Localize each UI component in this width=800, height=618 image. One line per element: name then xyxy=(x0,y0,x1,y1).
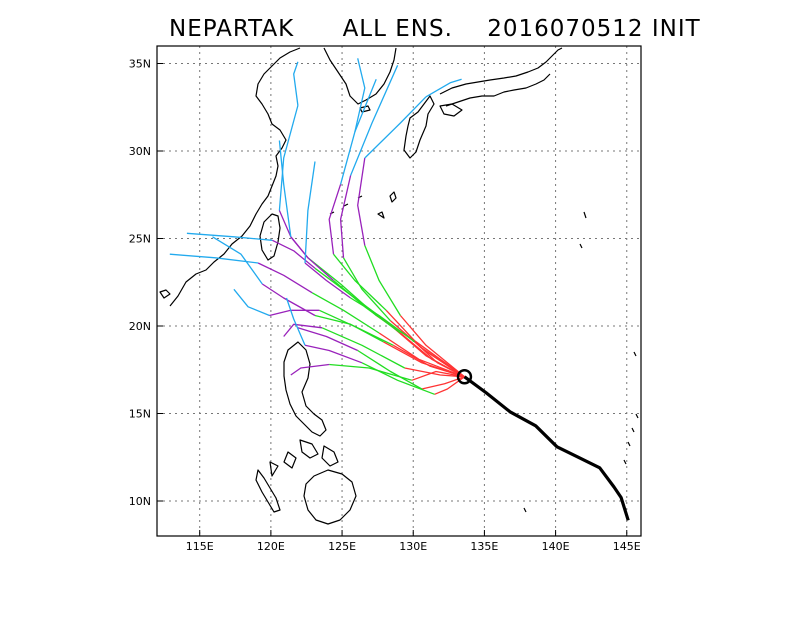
ensemble-track xyxy=(364,96,427,159)
japan-shikoku xyxy=(439,103,463,117)
ensemble-track xyxy=(357,349,423,390)
ensemble-track xyxy=(314,314,384,343)
ensemble-track xyxy=(272,239,316,269)
ensemble-track xyxy=(297,327,358,352)
mindanao xyxy=(303,469,357,525)
ensemble-track xyxy=(261,283,316,317)
ensemble-track xyxy=(425,78,462,98)
ryukyu-chain xyxy=(329,195,587,513)
ensemble-track xyxy=(411,370,465,381)
ensemble-track xyxy=(361,362,435,395)
ensemble-tracks xyxy=(169,58,465,395)
ensemble-track xyxy=(307,257,377,316)
ensemble-track xyxy=(328,184,342,255)
ensemble-track xyxy=(414,341,465,378)
ensemble-track xyxy=(382,341,465,378)
ensemble-track xyxy=(364,245,401,316)
japan-honshu xyxy=(439,47,563,107)
japan-kyushu xyxy=(403,95,435,159)
ensemble-track xyxy=(304,161,316,264)
coastlines xyxy=(159,47,639,525)
ensemble-track xyxy=(354,58,366,132)
lon-tick-label: 115E xyxy=(186,540,214,553)
storm-name: NEPARTAK xyxy=(169,16,294,42)
hainan-coast xyxy=(159,289,171,299)
ensemble-track xyxy=(304,344,363,364)
ensemble-track xyxy=(257,262,313,294)
lat-tick-label: 20N xyxy=(129,320,151,333)
lat-tick-label: 10N xyxy=(129,495,151,508)
ensemble-track xyxy=(350,297,416,343)
lon-tick-label: 140E xyxy=(542,540,570,553)
ensemble-track xyxy=(233,288,270,317)
lon-tick-label: 125E xyxy=(328,540,356,553)
lat-tick-label: 35N xyxy=(129,58,151,71)
init-time: 2016070512 INIT xyxy=(487,16,700,42)
ensemble-track xyxy=(293,61,299,106)
ensemble-track xyxy=(169,253,259,264)
korea-coast xyxy=(323,47,397,105)
lon-tick-label: 135E xyxy=(470,540,498,553)
lat-tick-label: 25N xyxy=(129,233,151,246)
ensemble-track xyxy=(339,175,352,258)
lon-tick-labels: 115E 120E 125E 130E 135E 140E 145E xyxy=(186,530,641,553)
lat-lon-grid xyxy=(157,46,641,536)
lon-tick-label: 120E xyxy=(257,540,285,553)
ensemble-track xyxy=(304,262,351,299)
best-track-line xyxy=(463,375,630,521)
ensemble-track xyxy=(278,140,292,237)
marianas xyxy=(623,351,639,465)
luzon xyxy=(283,341,327,437)
ensemble-track xyxy=(342,257,391,322)
lon-tick-label: 130E xyxy=(399,540,427,553)
ensemble-track xyxy=(332,253,387,311)
taiwan xyxy=(259,213,281,261)
lon-tick-label: 145E xyxy=(613,540,641,553)
ensemble-track xyxy=(186,232,273,241)
lat-tick-label: 30N xyxy=(129,145,151,158)
ensemble-track xyxy=(290,363,330,376)
ensemble-track xyxy=(329,363,412,381)
okinawa xyxy=(377,191,397,219)
lat-tick-labels: 10N 15N 20N 25N 30N 35N xyxy=(129,58,163,508)
ensemble-track xyxy=(357,157,366,246)
ensemble-label: ALL ENS. xyxy=(343,16,453,42)
ensemble-track xyxy=(404,367,465,378)
best-track xyxy=(456,369,630,521)
ensemble-track xyxy=(269,309,320,317)
map-frame xyxy=(156,45,642,537)
visayas-islands xyxy=(269,439,339,477)
ensemble-track xyxy=(349,65,399,176)
palawan xyxy=(255,469,281,513)
ensemble-track xyxy=(311,292,380,334)
ensemble-track xyxy=(212,236,263,285)
ensemble-track xyxy=(283,323,323,337)
lat-tick-label: 15N xyxy=(129,408,151,421)
current-position-circle xyxy=(456,369,473,385)
ensemble-track xyxy=(339,79,377,185)
ensemble-track xyxy=(278,105,299,211)
ensemble-track xyxy=(285,297,306,346)
ensemble-track xyxy=(399,315,465,378)
china-coast xyxy=(169,47,301,307)
ensemble-track xyxy=(321,327,406,369)
chart-title: NEPARTAK ALL ENS. 2016070512 INIT xyxy=(169,16,701,42)
